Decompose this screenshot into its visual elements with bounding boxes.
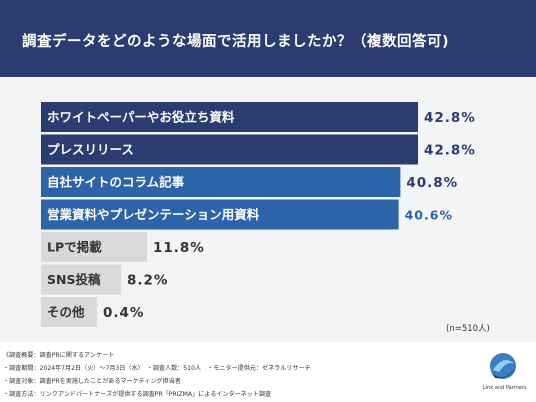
bar-value-3: 40.6%: [405, 208, 453, 223]
survey-method: ・調査方法：リンクアンドパートナーズが提供する調査PR「PRIZMA」によるイン…: [3, 391, 272, 398]
bar-label-6: その他: [47, 305, 85, 320]
survey-period: ・調査期間：2024年7月2日（火）〜7月3日（水） ・調査人数：510人 ・モ…: [3, 365, 311, 372]
bar-label-0: ホワイトペーパーやお役立ち資料: [47, 110, 235, 125]
bar-value-0: 42.8%: [424, 110, 476, 126]
bar-label-3: 営業資料やプレゼンテーション用資料: [47, 207, 260, 222]
sample-size-note: (n=510人): [446, 324, 490, 334]
bar-2: [41, 167, 401, 197]
company-logo-text: Link and Partners: [483, 385, 527, 391]
bar-value-6: 0.4%: [103, 305, 144, 321]
bar-0: [41, 102, 418, 132]
bar-3: [41, 199, 399, 230]
bar-label-2: 自社サイトのコラム記事: [47, 175, 185, 190]
bar-6: [41, 297, 97, 327]
bar-label-5: SNS投稿: [47, 272, 101, 287]
bar-value-1: 42.8%: [424, 143, 476, 159]
bar-4: [41, 232, 147, 262]
survey-footer: 《調査概要：調査PRに関するアンケート ・調査期間：2024年7月2日（火）〜7…: [0, 342, 536, 402]
bar-value-4: 11.8%: [153, 240, 205, 256]
survey-overview: 《調査概要：調査PRに関するアンケート: [3, 352, 115, 359]
survey-target: ・調査対象：調査PRを実施したことがあるマーケティング担当者: [3, 378, 181, 385]
company-logo-icon: [490, 353, 516, 379]
bar-5: [41, 264, 121, 295]
page-title: 調査データをどのような場面で活用しましたか？（複数回答可): [22, 34, 450, 50]
bar-label-4: LPで掲載: [47, 240, 102, 255]
bar-value-2: 40.8%: [406, 175, 458, 191]
bar-value-5: 8.2%: [127, 273, 168, 289]
bar-label-1: プレスリリース: [47, 142, 134, 157]
bar-1: [41, 134, 418, 165]
header-banner: 調査データをどのような場面で活用しましたか？（複数回答可): [0, 0, 536, 77]
